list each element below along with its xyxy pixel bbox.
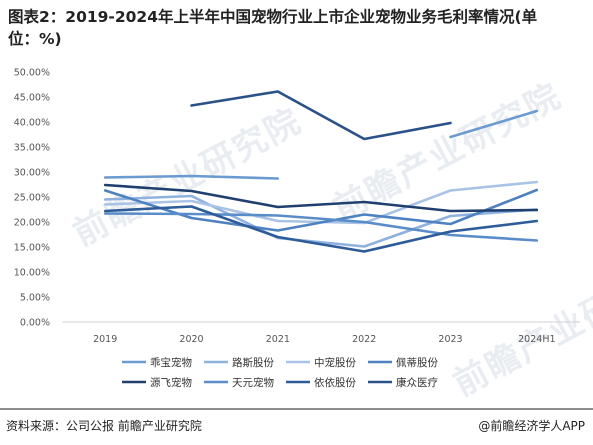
footer: 资料来源：公司公报 前瞻产业研究院 @前瞻经济学人APP (0, 408, 593, 445)
x-tick-label: 2019 (93, 334, 117, 345)
axes: 0.00% 5.00% 10.00% 15.00% 20.00% 25.00% 30.00%… (14, 68, 580, 345)
y-tick-label: 30.00% (14, 168, 50, 179)
y-tick-label: 15.00% (14, 243, 50, 254)
series-line (103, 194, 539, 248)
y-tick-label: 0.00% (20, 318, 50, 329)
x-tick-label: 2020 (179, 334, 203, 345)
legend-label: 依依股份 (314, 376, 356, 389)
x-tick-label: 2021 (266, 334, 290, 345)
x-tick-label: 2024H1 (518, 334, 555, 345)
y-tick-label: 20.00% (14, 218, 50, 229)
y-tick-label: 5.00% (20, 293, 50, 304)
y-tick-label: 25.00% (14, 193, 50, 204)
series-line (103, 183, 539, 213)
series-line (449, 109, 539, 139)
x-tick-label: 2023 (438, 334, 462, 345)
legend-label: 佩蒂股份 (396, 356, 438, 369)
y-tick-label: 40.00% (14, 118, 50, 129)
y-tick-label: 35.00% (14, 143, 50, 154)
brand-credit: @前瞻经济学人APP (478, 419, 585, 433)
y-tick-label: 45.00% (14, 93, 50, 104)
series-line (103, 174, 280, 180)
source-note: 资料来源：公司公报 前瞻产业研究院 (6, 419, 202, 433)
chart-title: 图表2：2019-2024年上半年中国宠物行业上市企业宠物业务毛利率情况(单位：… (8, 8, 538, 48)
legend-label: 中宠股份 (314, 356, 356, 369)
legend-label: 天元宠物 (232, 376, 274, 389)
x-tick-label: 2022 (352, 334, 376, 345)
series-line (103, 205, 539, 253)
series-line (190, 90, 452, 141)
legend-label: 康众医疗 (396, 376, 438, 389)
series-lines (103, 90, 539, 253)
line-chart: 0.00% 5.00% 10.00% 15.00% 20.00% 25.00% 30.00%… (14, 68, 580, 389)
y-tick-label: 10.00% (14, 268, 50, 279)
legend-label: 路斯股份 (232, 356, 274, 369)
legend-label: 源飞宠物 (150, 376, 192, 389)
y-tick-label: 50.00% (14, 68, 50, 79)
legend-label: 乖宝宠物 (150, 356, 192, 369)
series-line (103, 212, 539, 242)
